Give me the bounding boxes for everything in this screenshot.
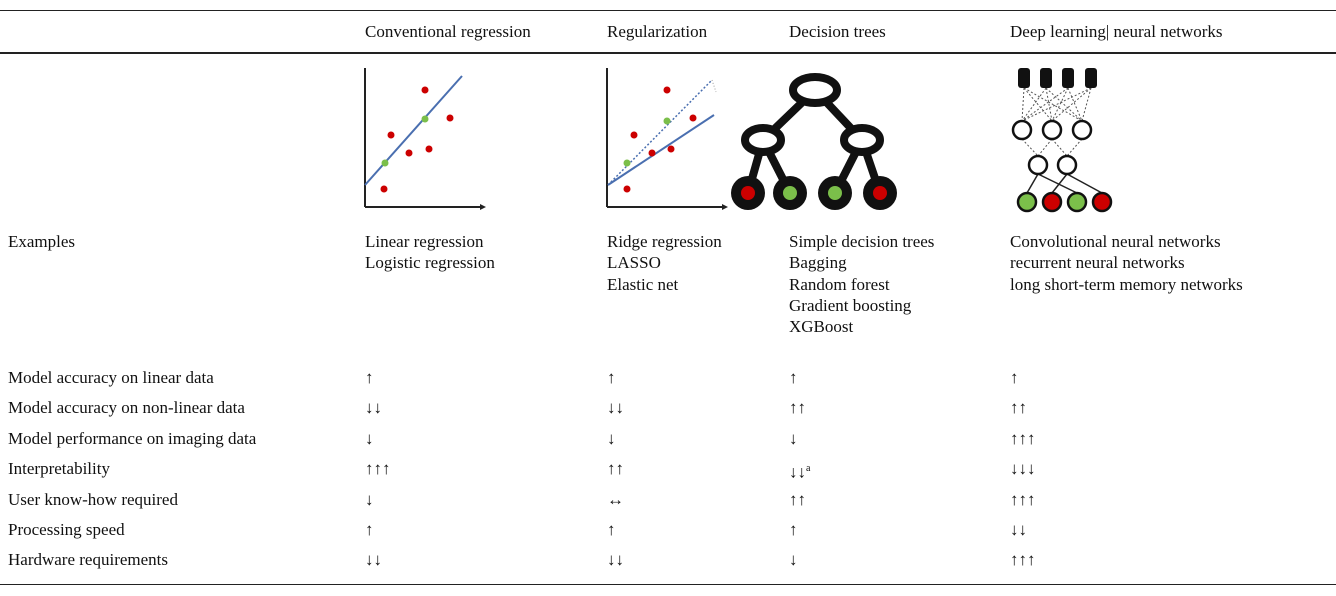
- cell-value: ↑: [607, 519, 616, 540]
- example-item: LASSO: [607, 252, 661, 273]
- row-label: Model performance on imaging data: [8, 428, 256, 449]
- row-label: Hardware requirements: [8, 549, 168, 570]
- cell-value: ↔: [607, 489, 624, 510]
- example-item: long short-term memory networks: [1010, 274, 1243, 295]
- column-header: Deep learning| neural networks: [1010, 21, 1223, 42]
- row-label: Model accuracy on non-linear data: [8, 397, 245, 418]
- example-item: XGBoost: [789, 316, 853, 337]
- row-label: User know-how required: [8, 489, 178, 510]
- cell-value: ↓↓↓: [1010, 458, 1036, 479]
- row-label: Processing speed: [8, 519, 125, 540]
- cell-value: ↓↓: [1010, 519, 1027, 540]
- cell-value: ↑↑↑: [365, 458, 391, 479]
- cell-value: ↓↓: [607, 397, 624, 418]
- cell-value: ↓↓: [607, 549, 624, 570]
- example-item: Ridge regression: [607, 231, 722, 252]
- example-item: Elastic net: [607, 274, 678, 295]
- example-item: Bagging: [789, 252, 847, 273]
- network-icon: [1013, 68, 1111, 211]
- cell-value: ↓: [789, 428, 798, 449]
- cell-value: ↑: [365, 519, 374, 540]
- cell-value: ↑↑: [607, 458, 624, 479]
- column-header: Conventional regression: [365, 21, 531, 42]
- cell-value: ↑↑↑: [1010, 489, 1036, 510]
- cell-value: ↑↑: [789, 397, 806, 418]
- cell-value: ↑: [1010, 367, 1019, 388]
- example-item: recurrent neural networks: [1010, 252, 1185, 273]
- row-label: Examples: [8, 231, 75, 252]
- column-header: Regularization: [607, 21, 707, 42]
- cell-value: ↓↓: [365, 549, 382, 570]
- example-item: Convolutional neural networks: [1010, 231, 1221, 252]
- cell-value: ↓↓: [365, 397, 382, 418]
- cell-value: ↓↓a: [789, 458, 810, 483]
- cell-value: ↑↑: [789, 489, 806, 510]
- regularization-icon: [607, 68, 728, 210]
- page: Conventional regression Regularization Dec…: [0, 0, 1336, 596]
- cell-value: ↑↑: [1010, 397, 1027, 418]
- cell-value: ↓: [607, 428, 616, 449]
- row-label: Interpretability: [8, 458, 110, 479]
- example-item: Gradient boosting: [789, 295, 911, 316]
- footnote-mark: a: [806, 463, 810, 474]
- icons: [0, 0, 1336, 596]
- tree-icon: [731, 77, 897, 210]
- example-item: Logistic regression: [365, 252, 495, 273]
- cell-value: ↓: [365, 428, 374, 449]
- regression-icon: [365, 68, 486, 210]
- cell-value: ↑↑↑: [1010, 428, 1036, 449]
- cell-value: ↑: [365, 367, 374, 388]
- example-item: Random forest: [789, 274, 890, 295]
- row-label: Model accuracy on linear data: [8, 367, 214, 388]
- example-item: Linear regression: [365, 231, 483, 252]
- cell-value: ↓: [365, 489, 374, 510]
- column-header: Decision trees: [789, 21, 886, 42]
- cell-value: ↑: [789, 519, 798, 540]
- cell-value: ↑: [789, 367, 798, 388]
- cell-value: ↑: [607, 367, 616, 388]
- cell-value: ↓: [789, 549, 798, 570]
- cell-value: ↑↑↑: [1010, 549, 1036, 570]
- example-item: Simple decision trees: [789, 231, 934, 252]
